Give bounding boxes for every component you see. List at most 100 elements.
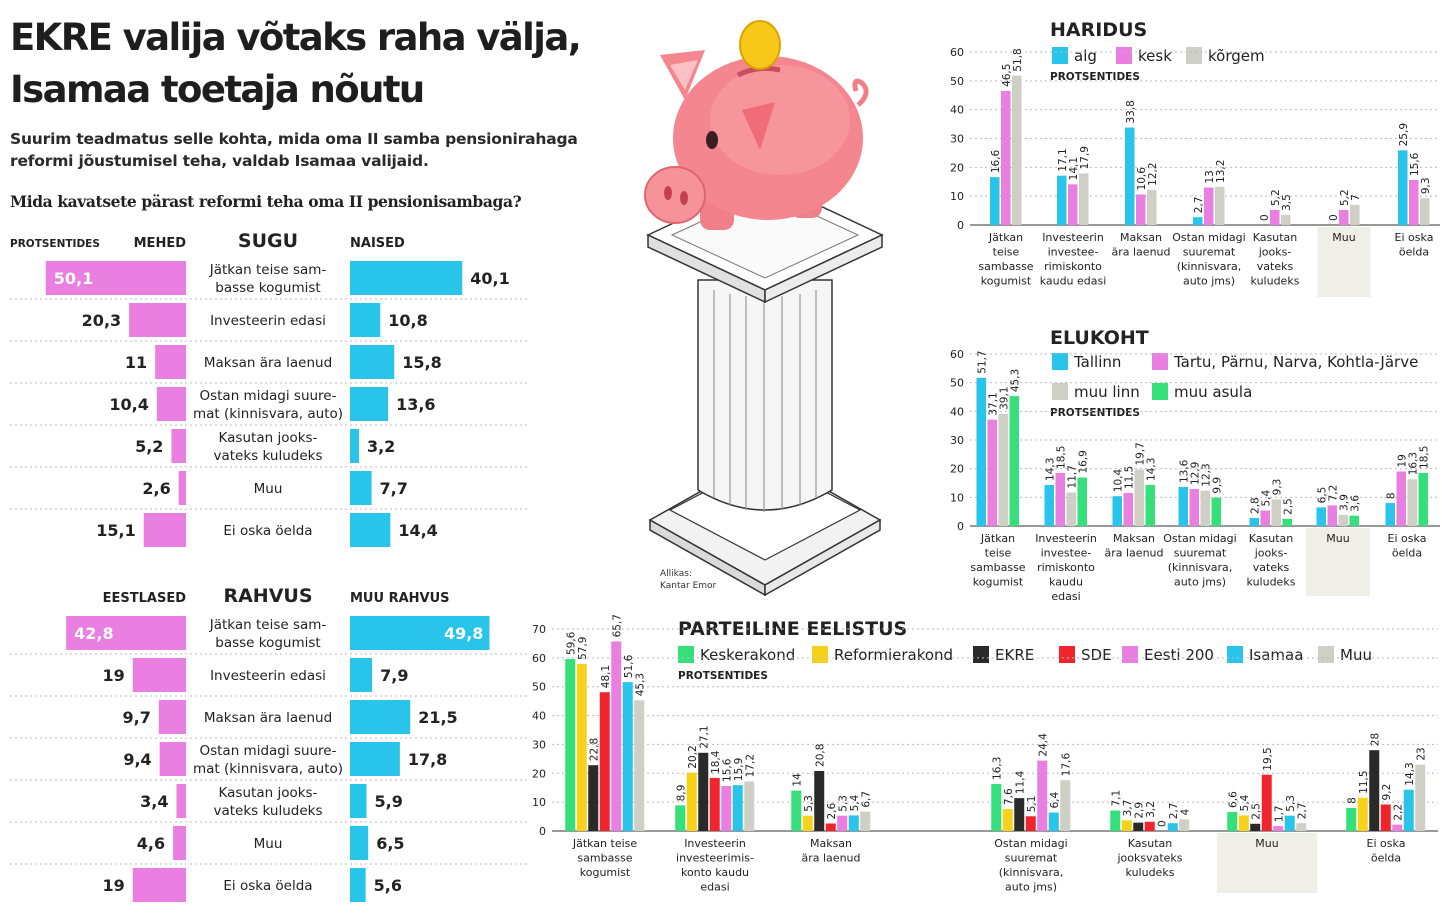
y-tick-label: 20 xyxy=(950,463,964,476)
value-label: 23 xyxy=(1416,747,1428,760)
y-tick-label: 0 xyxy=(957,520,964,533)
category-label: ära laenud xyxy=(1112,246,1171,259)
left-bar xyxy=(159,742,186,776)
value-label: 13,6 xyxy=(1179,459,1191,483)
bar xyxy=(1002,809,1013,831)
legend-label: Isamaa xyxy=(1249,646,1303,664)
category-label: Muu xyxy=(1326,532,1349,545)
category-label: Ei oska xyxy=(1388,532,1427,545)
value-label: 6,7 xyxy=(861,791,873,808)
category-label: Muu xyxy=(1332,231,1355,244)
value-label: 15,6 xyxy=(1409,152,1421,176)
legend-label: Reformierakond xyxy=(834,646,953,664)
bar xyxy=(1060,780,1071,831)
bar xyxy=(1147,189,1157,225)
bar xyxy=(721,785,732,831)
bar xyxy=(1249,517,1259,526)
left-bar xyxy=(156,387,186,421)
value-label: 4 xyxy=(1180,808,1192,815)
legend-label: kesk xyxy=(1138,47,1172,65)
value-label: 2,8 xyxy=(1250,497,1262,514)
y-tick-label: 30 xyxy=(532,738,546,751)
left-value-label: 9,7 xyxy=(122,708,150,727)
bar xyxy=(1281,214,1291,225)
bar xyxy=(576,663,587,831)
bar xyxy=(1121,820,1132,831)
value-label: 0 xyxy=(1259,214,1271,221)
right-bar xyxy=(350,784,367,818)
category-label: (kinnisvara, xyxy=(1177,260,1241,273)
y-tick-label: 50 xyxy=(950,377,964,390)
bar xyxy=(1271,499,1281,526)
bar xyxy=(709,777,720,831)
category-label: Muu xyxy=(1255,837,1278,850)
value-label: 8 xyxy=(1347,797,1359,804)
category-label: sambasse xyxy=(970,561,1025,574)
bar xyxy=(1227,811,1238,831)
category-label: Investeerin edasi xyxy=(210,668,326,684)
value-label: 46,5 xyxy=(1001,64,1013,87)
bar xyxy=(860,811,871,831)
legend-label: Tartu, Pärnu, Narva, Kohtla-Järve xyxy=(1173,353,1418,371)
value-label: 57,9 xyxy=(577,637,589,660)
right-series-label: MUU RAHVUS xyxy=(350,591,450,606)
left-value-label: 10,4 xyxy=(109,395,148,414)
right-value-label: 14,4 xyxy=(398,521,437,540)
value-label: 8 xyxy=(1386,492,1398,499)
left-value-label: 15,1 xyxy=(96,521,135,540)
category-label: Jätkan teise sam- xyxy=(209,617,327,633)
value-label: 12,9 xyxy=(1190,462,1202,485)
left-bar xyxy=(66,616,186,650)
panel-title: RAHVUS xyxy=(223,585,312,607)
category-label: Ei oska öelda xyxy=(223,523,312,539)
right-value-label: 13,6 xyxy=(396,395,435,414)
value-label: 20,2 xyxy=(687,745,699,768)
survey-question: Mida kavatsete pärast reformi teha oma I… xyxy=(10,192,522,211)
value-label: 13 xyxy=(1204,170,1216,183)
right-bar xyxy=(350,513,391,547)
source-name: Kantar Emor xyxy=(660,581,717,591)
y-tick-label: 0 xyxy=(957,219,964,232)
value-label: 17,6 xyxy=(1061,753,1073,777)
legend-swatch xyxy=(812,646,828,663)
category-label: vateks kuludeks xyxy=(214,448,323,464)
value-label: 19 xyxy=(1397,454,1409,467)
value-label: 5,3 xyxy=(1285,795,1297,812)
left-value-label: 20,3 xyxy=(82,311,121,330)
value-label: 14,3 xyxy=(1404,762,1416,785)
right-bar xyxy=(350,387,389,421)
bar xyxy=(991,783,1002,831)
category-label: vateks xyxy=(1253,561,1290,574)
legend-label: muu linn xyxy=(1074,383,1140,401)
value-label: 27,1 xyxy=(699,725,711,748)
value-label: 12,2 xyxy=(1147,162,1159,185)
value-label: 15,6 xyxy=(722,758,734,782)
legend-label: alg xyxy=(1074,47,1097,65)
value-label: 7,2 xyxy=(1328,485,1340,502)
category-label: Maksan ära laenud xyxy=(204,355,332,371)
bar xyxy=(990,177,1000,225)
right-value-label: 21,5 xyxy=(418,708,457,727)
title-line-1: EKRE valija võtaks raha välja, xyxy=(10,16,582,59)
category-label: Maksan xyxy=(1120,231,1162,244)
left-bar xyxy=(45,261,186,295)
value-label: 9,9 xyxy=(1212,477,1224,494)
category-label: Muu xyxy=(254,836,283,852)
value-label: 7 xyxy=(1350,194,1362,201)
bar xyxy=(1048,812,1059,831)
legend-label: kõrgem xyxy=(1208,47,1265,65)
category-label: jooks- xyxy=(1254,547,1288,560)
bar xyxy=(802,815,813,831)
bar xyxy=(1200,490,1210,526)
y-tick-label: 20 xyxy=(950,161,964,174)
bar xyxy=(1144,821,1155,831)
bar xyxy=(1012,75,1022,225)
category-label: suuremat xyxy=(1183,246,1236,259)
category-label: vateks kuludeks xyxy=(214,803,323,819)
category-label: Ei oska xyxy=(1367,837,1406,850)
value-label: 15,9 xyxy=(733,758,745,781)
legend-swatch xyxy=(1227,646,1243,663)
category-label: investeerimis- xyxy=(676,852,754,865)
category-label: Investeerin xyxy=(1035,532,1097,545)
category-label: Ostan midagi xyxy=(1163,532,1236,545)
